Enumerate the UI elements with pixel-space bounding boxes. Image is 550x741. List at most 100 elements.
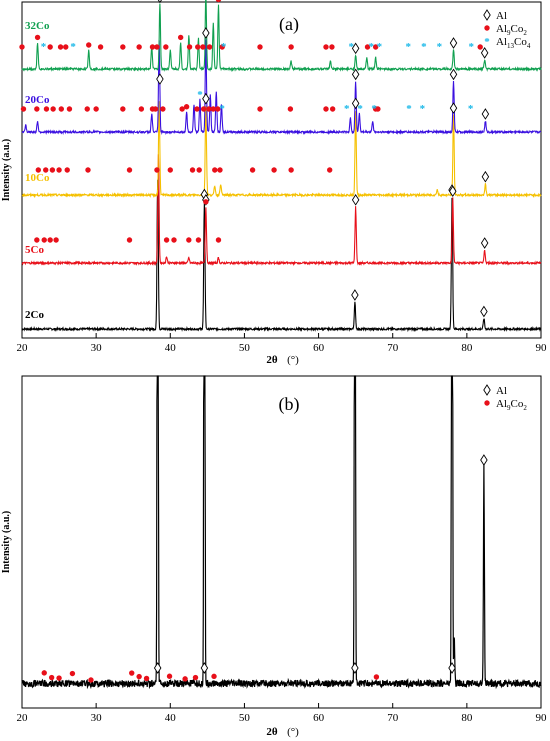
panel-b: 20 30 40 50 60 70 80 90 (b) Intensity (a.u.) 2θ…: [1, 375, 547, 738]
marker-al-10Co: [449, 102, 458, 114]
marker-al13co4-20Co: *: [406, 103, 412, 115]
marker-al9co2-10Co: [249, 167, 256, 173]
marker-al9co2-5Co: [163, 237, 170, 243]
panel-a-label: (a): [279, 14, 299, 35]
legend-entry: Al9Co2: [496, 398, 527, 412]
marker-al-2Co: [351, 289, 359, 301]
legend-dot-icon: [484, 400, 490, 406]
x-tick-label: 30: [91, 712, 103, 724]
marker-al9co2-32Co: [57, 44, 64, 50]
marker-al-b: [153, 662, 162, 674]
marker-al9co2-b: [48, 674, 55, 681]
series-line-b: [21, 375, 542, 690]
legend-entry: Al: [496, 10, 507, 22]
series-label-2Co: 2Co: [25, 309, 44, 321]
marker-al9co2-b: [129, 670, 135, 676]
marker-al13co4-20Co: *: [344, 103, 350, 115]
marker-al-2Co: [480, 305, 488, 318]
marker-al9co2-10Co: [35, 167, 42, 173]
marker-al9co2-32Co: [195, 44, 201, 50]
marker-al13co4-20Co: *: [219, 103, 225, 115]
marker-al13co4-20Co: *: [468, 103, 474, 115]
marker-al9co2-10Co: [212, 167, 218, 173]
marker-al9co2-20Co: [375, 106, 381, 112]
panel-b-xlabel: 2θ (°): [266, 726, 299, 738]
legend-dot-icon: [484, 25, 490, 31]
marker-al-32Co: [480, 47, 489, 59]
marker-al9co2-32Co: [323, 44, 329, 50]
marker-al9co2-20Co: [58, 106, 64, 112]
x-tick-label: 50: [239, 712, 251, 724]
marker-al-b: [200, 662, 209, 674]
x-tick-label: 60: [313, 342, 325, 354]
marker-al9co2-20Co: [183, 104, 190, 110]
marker-al9co2-5Co: [41, 237, 47, 243]
marker-al9co2-20Co: [43, 106, 50, 112]
marker-al-20Co: [351, 68, 360, 81]
marker-al9co2-b: [192, 674, 199, 681]
legend-diamond-icon: [483, 9, 491, 21]
marker-al9co2-10Co: [189, 167, 196, 173]
marker-al9co2-10Co: [49, 167, 56, 173]
marker-al9co2-10Co: [217, 167, 223, 173]
marker-al13co4-32Co: *: [221, 41, 227, 53]
marker-al9co2-20Co: [152, 106, 159, 112]
marker-al9co2-20Co: [210, 106, 216, 112]
marker-al-32Co: [351, 42, 360, 55]
marker-al-20Co: [156, 73, 164, 85]
marker-al9co2-10Co: [126, 167, 133, 173]
marker-al13co4-20Co: *: [197, 89, 203, 101]
series-line-10Co: [21, 101, 542, 199]
marker-al9co2-32Co: [215, 0, 222, 3]
marker-al13co4-32Co: *: [437, 41, 443, 53]
marker-al-5Co: [449, 185, 457, 198]
marker-al9co2-20Co: [160, 106, 166, 112]
marker-al-20Co: [449, 68, 458, 81]
marker-al9co2-32Co: [257, 44, 263, 50]
marker-al9co2-32Co: [372, 44, 379, 50]
marker-al9co2-10Co: [154, 167, 160, 173]
marker-al13co4-32Co: *: [377, 41, 383, 53]
x-tick-label: 70: [387, 342, 399, 354]
marker-al9co2-32Co: [34, 34, 41, 41]
marker-al13co4-32Co: *: [70, 41, 76, 53]
legend-entry: Al: [496, 385, 507, 397]
marker-al9co2-10Co: [43, 167, 49, 173]
legend-star-icon: *: [484, 36, 490, 48]
marker-al-5Co: [351, 194, 360, 206]
marker-al9co2-32Co: [120, 44, 126, 50]
panel-b-curves: [21, 375, 542, 690]
marker-al-32Co: [449, 37, 458, 49]
marker-al9co2-5Co: [34, 237, 40, 243]
marker-al9co2-20Co: [66, 106, 73, 112]
marker-al9co2-20Co: [93, 106, 99, 112]
marker-al9co2-5Co: [126, 237, 133, 243]
marker-al9co2-32Co: [219, 44, 225, 50]
marker-al9co2-20Co: [323, 106, 329, 112]
marker-al9co2-b: [373, 674, 380, 680]
marker-al9co2-5Co: [47, 237, 53, 243]
series-line-2Co: [21, 179, 542, 333]
series-label-20Co: 20Co: [25, 94, 50, 106]
panel-a-x-axis: 20 30 40 50 60 70 80 90: [17, 333, 547, 354]
marker-al9co2-32Co: [206, 44, 213, 50]
panel-b-xlabel-main: 2θ: [266, 726, 278, 738]
marker-al9co2-b: [166, 673, 173, 679]
marker-al-32Co: [157, 0, 162, 4]
marker-al-10Co: [481, 170, 490, 183]
marker-al9co2-5Co: [215, 237, 222, 243]
marker-al13co4-32Co: *: [368, 41, 374, 53]
series-label-32Co: 32Co: [25, 20, 50, 32]
marker-al9co2-20Co: [200, 106, 207, 112]
panel-b-xlabel-unit: (°): [287, 726, 299, 738]
marker-al9co2-5Co: [53, 237, 59, 243]
x-tick-label: 70: [387, 712, 399, 724]
marker-al9co2-20Co: [206, 106, 212, 112]
panel-b-frame: [21, 375, 542, 709]
marker-al9co2-b: [56, 675, 62, 681]
marker-al13co4-32Co: *: [406, 41, 412, 53]
marker-al9co2-5Co: [203, 199, 209, 205]
marker-al9co2-b: [143, 675, 150, 682]
